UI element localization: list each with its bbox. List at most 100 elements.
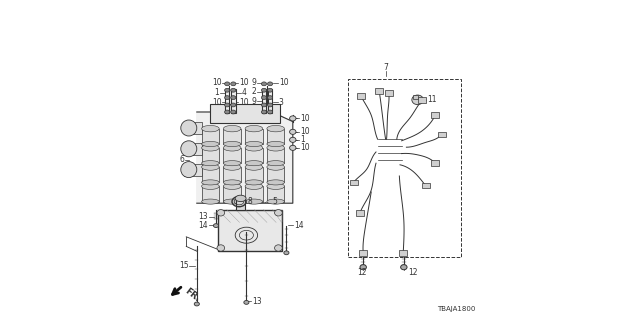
Bar — [359, 250, 367, 256]
Ellipse shape — [245, 141, 263, 147]
Bar — [422, 183, 429, 188]
Text: 14: 14 — [294, 221, 304, 230]
Ellipse shape — [245, 183, 263, 189]
Ellipse shape — [223, 199, 241, 204]
Ellipse shape — [275, 210, 282, 216]
Text: 12: 12 — [408, 268, 417, 277]
Text: 10: 10 — [300, 114, 310, 123]
Bar — [245, 148, 263, 163]
Text: 7: 7 — [383, 63, 388, 72]
Bar — [223, 167, 241, 182]
Ellipse shape — [245, 161, 263, 166]
Ellipse shape — [223, 141, 241, 147]
Ellipse shape — [223, 125, 241, 132]
Ellipse shape — [245, 180, 263, 185]
Text: 9: 9 — [251, 97, 256, 106]
Text: 2: 2 — [252, 87, 256, 96]
Bar — [202, 148, 219, 163]
Bar — [267, 148, 285, 163]
Text: 10: 10 — [300, 127, 310, 136]
Ellipse shape — [262, 96, 267, 100]
Ellipse shape — [268, 110, 273, 114]
Ellipse shape — [236, 195, 246, 202]
Ellipse shape — [223, 161, 241, 166]
Text: TBAJA1800: TBAJA1800 — [437, 306, 475, 312]
Ellipse shape — [262, 88, 267, 92]
Bar — [245, 167, 263, 182]
Ellipse shape — [267, 183, 285, 189]
Ellipse shape — [225, 103, 230, 107]
Text: 4: 4 — [242, 88, 246, 97]
Ellipse shape — [268, 103, 273, 107]
Ellipse shape — [223, 180, 241, 185]
Ellipse shape — [262, 110, 267, 114]
Ellipse shape — [401, 265, 407, 270]
Bar — [202, 186, 219, 202]
Ellipse shape — [267, 145, 285, 151]
Ellipse shape — [202, 164, 219, 170]
Ellipse shape — [202, 145, 219, 151]
Bar — [349, 180, 358, 185]
Ellipse shape — [231, 110, 236, 114]
Ellipse shape — [289, 129, 296, 134]
Text: 1: 1 — [300, 135, 305, 144]
Text: 5: 5 — [272, 197, 277, 206]
Text: 10: 10 — [212, 98, 221, 107]
Ellipse shape — [223, 145, 241, 151]
Ellipse shape — [195, 302, 200, 306]
Ellipse shape — [262, 82, 267, 86]
Ellipse shape — [202, 141, 219, 147]
Text: 9: 9 — [251, 78, 256, 87]
Ellipse shape — [202, 183, 219, 189]
Bar — [267, 129, 285, 144]
Bar — [356, 210, 364, 216]
Bar — [267, 167, 285, 182]
Bar — [357, 93, 365, 99]
Ellipse shape — [202, 161, 219, 166]
Bar — [223, 148, 241, 163]
Ellipse shape — [289, 137, 296, 142]
Ellipse shape — [217, 245, 225, 251]
Ellipse shape — [267, 141, 285, 147]
Ellipse shape — [223, 164, 241, 170]
Polygon shape — [197, 112, 292, 203]
Ellipse shape — [275, 245, 282, 251]
Bar — [375, 88, 383, 94]
Ellipse shape — [223, 183, 241, 189]
Ellipse shape — [231, 103, 236, 107]
Text: 3: 3 — [279, 98, 284, 107]
Bar — [236, 198, 246, 210]
Bar — [245, 186, 263, 202]
Bar — [184, 143, 202, 155]
Ellipse shape — [245, 164, 263, 170]
Text: 1: 1 — [214, 88, 219, 97]
Text: 10: 10 — [239, 78, 249, 87]
Ellipse shape — [181, 141, 197, 157]
Ellipse shape — [267, 199, 285, 204]
Ellipse shape — [225, 88, 230, 92]
Ellipse shape — [267, 164, 285, 170]
Ellipse shape — [245, 145, 263, 151]
Ellipse shape — [231, 82, 236, 86]
Bar — [267, 186, 285, 202]
Bar — [431, 160, 439, 166]
Ellipse shape — [267, 161, 285, 166]
Bar — [438, 132, 445, 137]
Ellipse shape — [268, 82, 273, 86]
Text: 10: 10 — [300, 143, 310, 152]
Bar — [245, 129, 263, 144]
Ellipse shape — [289, 116, 296, 121]
Bar — [218, 210, 282, 251]
Ellipse shape — [202, 199, 219, 204]
Ellipse shape — [412, 95, 424, 105]
Bar — [413, 95, 418, 99]
Bar — [231, 89, 236, 113]
Text: 11: 11 — [428, 95, 436, 104]
Ellipse shape — [267, 125, 285, 132]
Ellipse shape — [225, 96, 230, 100]
Ellipse shape — [262, 103, 267, 107]
Ellipse shape — [181, 120, 197, 136]
Ellipse shape — [244, 300, 249, 304]
Bar — [225, 89, 230, 113]
Ellipse shape — [214, 224, 219, 228]
